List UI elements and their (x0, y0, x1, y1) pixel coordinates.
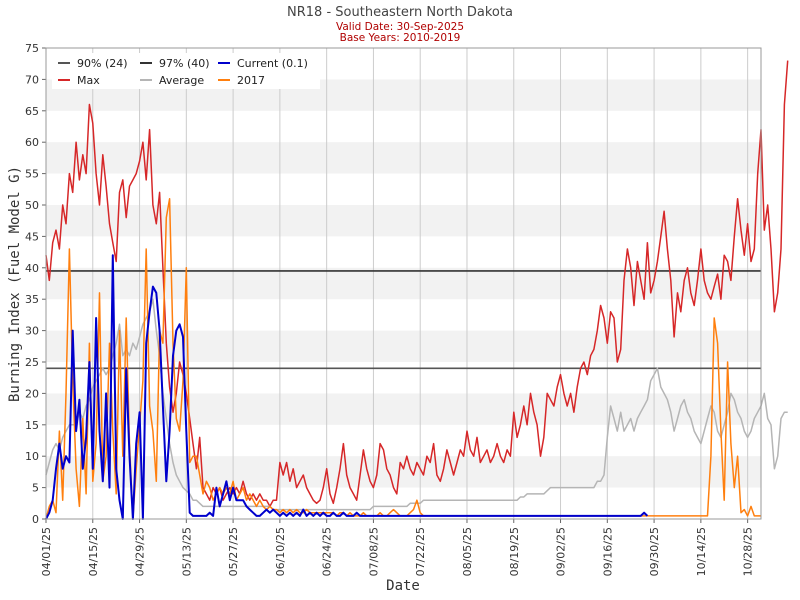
x-tick-label: 05/13/25 (180, 527, 193, 576)
legend-label: Current (0.1) (237, 57, 308, 70)
y-tick-label: 0 (32, 513, 39, 526)
y-axis-label: Burning Index (Fuel Model G) (7, 166, 23, 402)
x-tick-label: 04/01/25 (40, 527, 53, 576)
y-tick-label: 5 (32, 482, 39, 495)
x-tick-label: 10/28/25 (742, 527, 755, 576)
legend-label: 2017 (237, 74, 265, 87)
series-line-current-0-1 (45, 254, 649, 520)
x-tick-label: 09/16/25 (601, 527, 614, 576)
grid-band (46, 330, 761, 362)
x-tick-label: 06/10/25 (274, 527, 287, 576)
legend-label: 97% (40) (159, 57, 210, 70)
y-tick-label: 15 (25, 419, 39, 432)
y-axis: 0 5 10 15 20 25 30 35 40 45 50 55 60 65 70 75 (25, 42, 46, 526)
y-tick-label: 20 (25, 387, 39, 400)
y-tick-label: 30 (25, 325, 39, 338)
chart-title: NR18 - Southeastern North Dakota (287, 5, 513, 20)
y-tick-label: 25 (25, 356, 39, 369)
x-tick-label: 06/24/25 (321, 527, 334, 576)
legend-label: Average (159, 74, 204, 87)
grid-band (46, 205, 761, 237)
x-tick-label: 05/27/25 (227, 527, 240, 576)
x-axis: 04/01/25 04/15/25 04/29/25 05/13/25 05/27/25… (40, 519, 755, 576)
y-tick-label: 40 (25, 262, 39, 275)
legend-label: Max (77, 74, 100, 87)
x-tick-label: 10/14/25 (695, 527, 708, 576)
series-lines (45, 60, 789, 520)
chart-subtitle-valid-date: Valid Date: 30-Sep-2025 (336, 21, 464, 33)
y-tick-label: 50 (25, 199, 39, 212)
y-tick-label: 10 (25, 450, 39, 463)
x-tick-label: 09/02/25 (555, 527, 568, 576)
y-tick-label: 35 (25, 293, 39, 306)
y-tick-label: 75 (25, 42, 39, 55)
x-axis-label: Date (386, 578, 420, 594)
x-tick-label: 08/19/25 (508, 527, 521, 576)
chart-subtitle-base-years: Base Years: 2010-2019 (340, 32, 461, 44)
y-tick-label: 70 (25, 73, 39, 86)
grid-band (46, 142, 761, 174)
x-tick-label: 07/08/25 (367, 527, 380, 576)
x-tick-label: 08/05/25 (461, 527, 474, 576)
legend-box (52, 53, 320, 89)
y-tick-label: 60 (25, 136, 39, 149)
x-tick-label: 09/30/25 (648, 527, 661, 576)
legend: 90% (24) 97% (40) Current (0.1) Max Average 2… (52, 53, 320, 89)
series-line-max (45, 60, 789, 508)
y-tick-label: 45 (25, 230, 39, 243)
plot-frame (45, 47, 762, 520)
legend-label: 90% (24) (77, 57, 128, 70)
y-tick-label: 65 (25, 105, 39, 118)
y-tick-label: 55 (25, 168, 39, 181)
x-tick-label: 07/22/25 (414, 527, 427, 576)
x-tick-label: 04/15/25 (87, 527, 100, 576)
x-tick-label: 04/29/25 (134, 527, 147, 576)
